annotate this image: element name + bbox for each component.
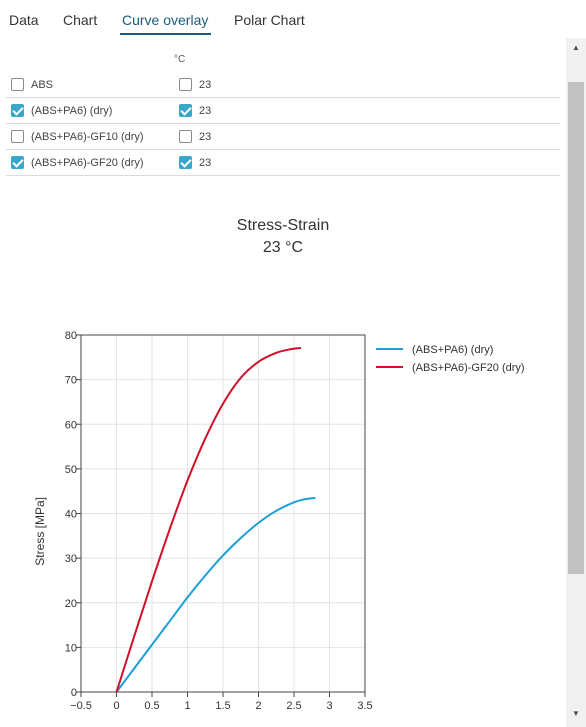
chart-series — [115, 346, 316, 693]
x-tick-label: 2.5 — [286, 700, 301, 712]
chart-subtitle: 23 °C — [262, 239, 304, 256]
y-tick-label: 60 — [65, 419, 77, 431]
scroll-thumb[interactable] — [568, 82, 584, 574]
legend-entry[interactable]: (ABS+PA6)-GF20 (dry) — [412, 362, 525, 374]
scroll-up-icon[interactable]: ▲ — [572, 43, 580, 52]
table-row: (ABS+PA6)-GF10 (dry) 23 — [6, 124, 560, 150]
x-tick-label: 0 — [113, 700, 119, 712]
material-label: ABS — [31, 79, 54, 91]
x-tick-label: 2 — [255, 700, 261, 712]
chart-title: Stress-Strain — [236, 217, 330, 234]
temperature-checkbox[interactable] — [179, 104, 192, 117]
material-label: (ABS+PA6)-GF20 (dry) — [31, 157, 144, 169]
y-tick-label: 40 — [65, 509, 77, 521]
material-checkbox[interactable] — [11, 156, 24, 169]
y-tick-label: 70 — [65, 375, 77, 387]
x-tick-label: 3.5 — [357, 700, 372, 712]
tab-curve-overlay[interactable]: Curve overlay — [122, 12, 209, 28]
material-label: (ABS+PA6) (dry) — [31, 105, 113, 117]
y-tick-label: 20 — [65, 598, 77, 610]
material-checkbox[interactable] — [11, 130, 24, 143]
temperature-checkbox[interactable] — [179, 156, 192, 169]
x-tick-label: −0.5 — [70, 700, 92, 712]
temperature-label: 23 — [199, 105, 212, 117]
y-tick-label: 30 — [65, 553, 77, 565]
vertical-scrollbar[interactable]: ▲ ▼ — [566, 38, 586, 727]
table-row: (ABS+PA6)-GF20 (dry) 23 — [6, 150, 560, 176]
table-row: ABS 23 — [6, 72, 560, 98]
x-tick-label: 3 — [326, 700, 332, 712]
y-axis-label: Stress [MPa] — [33, 497, 47, 566]
active-tab-indicator — [120, 33, 211, 35]
temperature-label: 23 — [199, 157, 212, 169]
chart-grid — [80, 334, 366, 693]
tab-polar-chart[interactable]: Polar Chart — [234, 12, 305, 28]
legend-entry[interactable]: (ABS+PA6) (dry) — [412, 344, 493, 356]
temperature-label: 23 — [199, 79, 212, 91]
tab-chart[interactable]: Chart — [63, 12, 98, 28]
y-tick-label: 10 — [65, 642, 77, 654]
material-selection-table: ABS 23 (ABS+PA6) (dry) 23 (ABS+PA6)-GF10… — [6, 72, 560, 176]
y-tick-label: 0 — [71, 687, 77, 699]
material-checkbox[interactable] — [11, 78, 24, 91]
tab-bar: Data Chart Curve overlay Polar Chart — [0, 0, 586, 38]
y-tick-label: 50 — [65, 464, 77, 476]
tab-data[interactable]: Data — [9, 12, 39, 28]
x-tick-label: 0.5 — [144, 700, 159, 712]
temperature-checkbox[interactable] — [179, 78, 192, 91]
table-row: (ABS+PA6) (dry) 23 — [6, 98, 560, 124]
series-line-2 — [115, 346, 302, 693]
series-line-1 — [115, 496, 316, 693]
temperature-label: 23 — [199, 131, 212, 143]
chart-legend: (ABS+PA6) (dry) (ABS+PA6)-GF20 (dry) — [376, 344, 525, 374]
x-tick-label: 1.5 — [215, 700, 230, 712]
temperature-unit-header: °C — [174, 54, 186, 65]
scroll-down-icon[interactable]: ▼ — [572, 709, 580, 718]
material-checkbox[interactable] — [11, 104, 24, 117]
material-label: (ABS+PA6)-GF10 (dry) — [31, 131, 144, 143]
y-tick-label: 80 — [65, 330, 77, 342]
x-tick-label: 1 — [184, 700, 190, 712]
temperature-checkbox[interactable] — [179, 130, 192, 143]
